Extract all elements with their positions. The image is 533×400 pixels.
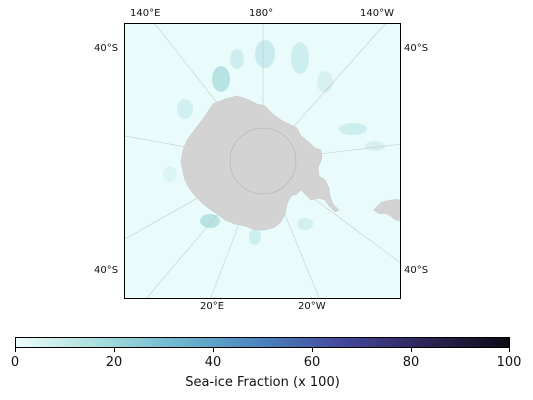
label-right-40s-lower: 40°S <box>404 265 429 276</box>
sea-ice-patches <box>163 40 385 245</box>
colorbar-ticklabel-60: 60 <box>303 355 321 370</box>
colorbar-ticklabel-80: 80 <box>402 355 420 370</box>
colorbar <box>15 337 510 348</box>
pole-latitude-circle <box>229 127 297 195</box>
label-bottom-20w: 20°W <box>298 301 326 312</box>
label-right-40s-upper: 40°S <box>404 43 429 54</box>
map-panel[interactable] <box>124 23 401 299</box>
label-top-140w: 140°W <box>360 8 394 19</box>
colorbar-ticklabel-40: 40 <box>204 355 222 370</box>
colorbar-ticklabel-20: 20 <box>105 355 123 370</box>
colorbar-tick-60 <box>312 348 313 352</box>
south-america-landmass <box>373 199 400 222</box>
colorbar-tick-20 <box>114 348 115 352</box>
colorbar-title: Sea-ice Fraction (x 100) <box>185 375 340 390</box>
colorbar-tick-40 <box>213 348 214 352</box>
colorbar-tick-0 <box>15 348 16 352</box>
colorbar-tick-100 <box>509 348 510 352</box>
colorbar-ticklabel-100: 100 <box>496 355 522 370</box>
map-canvas <box>125 24 400 298</box>
label-left-40s-lower: 40°S <box>94 265 119 276</box>
label-bottom-20e: 20°E <box>200 301 225 312</box>
colorbar-ticklabel-0: 0 <box>10 355 20 370</box>
antarctica-landmass <box>180 95 340 231</box>
label-left-40s-upper: 40°S <box>94 43 119 54</box>
label-top-140e: 140°E <box>130 8 161 19</box>
colorbar-tick-80 <box>411 348 412 352</box>
label-top-180: 180° <box>249 8 274 19</box>
